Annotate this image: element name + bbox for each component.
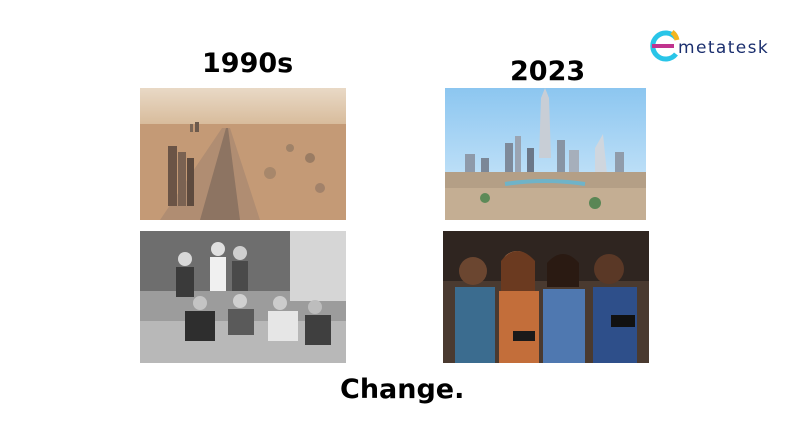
kids-2023-photo xyxy=(443,231,649,363)
heading-1990s: 1990s xyxy=(202,48,294,79)
desert-1990s-photo xyxy=(140,88,346,220)
logo-wordmark: metatesk xyxy=(678,38,770,58)
metatesk-logo: metatesk xyxy=(646,26,782,66)
heading-2023: 2023 xyxy=(510,56,586,87)
desert-highway-photo-icon xyxy=(140,88,346,220)
logo-e-icon xyxy=(650,29,680,62)
children-playing-photo-icon xyxy=(140,231,346,363)
skyline-photo-icon xyxy=(445,88,646,220)
children-gaming-photo-icon xyxy=(443,231,649,363)
city-2023-photo xyxy=(445,88,646,220)
kids-1990s-photo xyxy=(140,231,346,363)
caption-change: Change. xyxy=(340,374,465,405)
